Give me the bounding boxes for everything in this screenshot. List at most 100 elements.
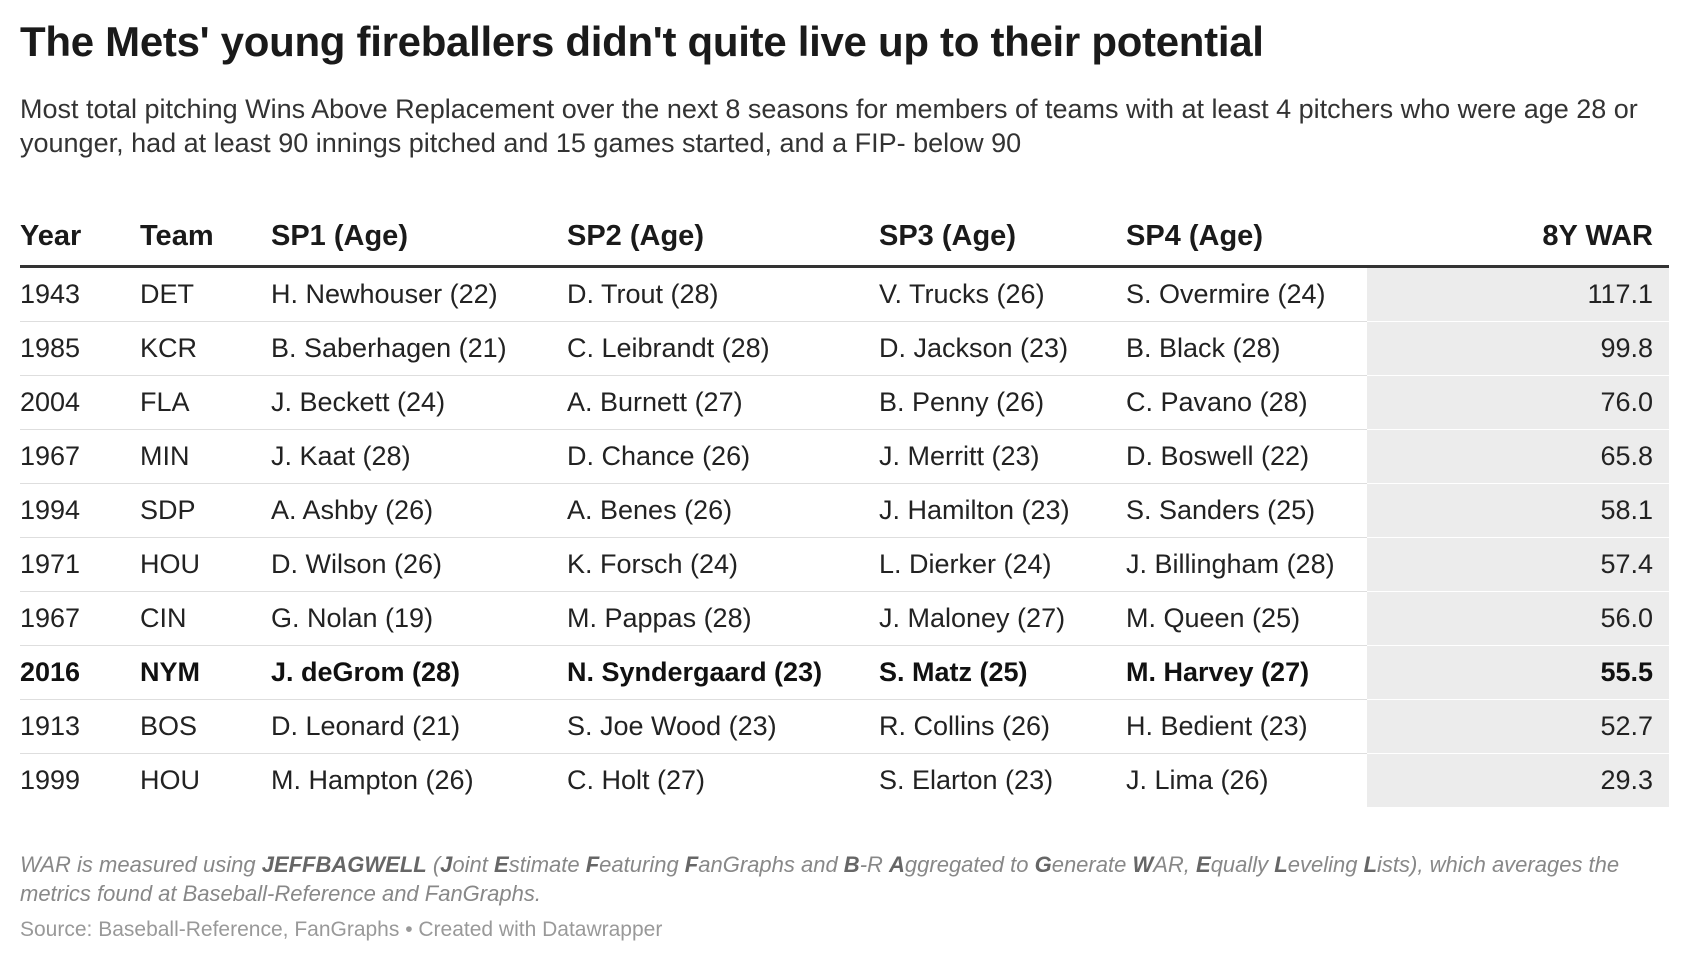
cell-team: HOU	[140, 537, 271, 592]
cell-sp2: K. Forsch (24)	[567, 537, 879, 592]
chart-subtitle: Most total pitching Wins Above Replaceme…	[20, 94, 1638, 158]
cell-year: 1967	[20, 429, 140, 484]
cell-sp2: A. Benes (26)	[567, 483, 879, 538]
cell-sp4: H. Bedient (23)	[1126, 699, 1367, 754]
footnote-emphasis: B	[843, 852, 860, 877]
cell-team: KCR	[140, 321, 271, 376]
footnote-emphasis: E	[494, 852, 509, 877]
cell-sp3: S. Elarton (23)	[879, 765, 1054, 795]
cell-sp4: S. Sanders (25)	[1126, 483, 1367, 538]
column-header-sp3[interactable]: SP3 (Age)	[879, 207, 1126, 268]
cell-sp4: J. Lima (26)	[1126, 765, 1269, 795]
table-row: 2016 NYM J. deGrom (28) N. Syndergaard (23)…	[20, 645, 1669, 700]
cell-year: 1913	[20, 699, 140, 754]
cell-sp2: D. Trout (28)	[567, 266, 879, 322]
footnote: WAR is measured using JEFFBAGWELL (Joint…	[20, 850, 1660, 908]
cell-sp3: L. Dierker (24)	[879, 537, 1126, 592]
footnote-text: ggregated to	[904, 852, 1035, 877]
footnote-text: stimate	[508, 852, 586, 877]
cell-sp3: D. Jackson (23)	[879, 321, 1126, 376]
cell-sp1: B. Saberhagen (21)	[271, 321, 567, 376]
cell-year: 2004	[20, 375, 140, 430]
cell-team: BOS	[140, 699, 271, 754]
cell-sp3: B. Penny (26)	[879, 375, 1126, 430]
cell-sp4: M. Queen (25)	[1126, 591, 1367, 646]
cell-team: NYM	[140, 645, 271, 700]
cell-sp3: J. Maloney (27)	[879, 591, 1126, 646]
cell-sp2: N. Syndergaard (23)	[567, 645, 879, 700]
footnote-emphasis: J	[440, 852, 453, 877]
cell-team: CIN	[140, 591, 271, 646]
cell-sp1: D. Leonard (21)	[271, 699, 567, 754]
cell-sp4: C. Pavano (28)	[1126, 375, 1367, 430]
table-row: 1999 HOU M. Hampton (26) C. Holt (27) S. Ela…	[20, 753, 1669, 807]
column-header-team[interactable]: Team	[140, 207, 271, 268]
footnote-text: oint	[452, 852, 494, 877]
cell-team: MIN	[140, 429, 271, 484]
cell-year: 1999	[20, 765, 81, 795]
column-header-war[interactable]: 8Y WAR	[1367, 207, 1669, 268]
cell-war: 117.1	[1367, 266, 1669, 322]
table-row: 1913 BOS D. Leonard (21) S. Joe Wood (23) R.…	[20, 699, 1669, 754]
column-header-sp2[interactable]: SP2 (Age)	[567, 207, 879, 268]
table-row: 2004 FLA J. Beckett (24) A. Burnett (27) B. …	[20, 375, 1669, 430]
table-row: 1994 SDP A. Ashby (26) A. Benes (26) J. Hami…	[20, 483, 1669, 538]
cell-year: 1943	[20, 266, 140, 322]
cell-sp1: G. Nolan (19)	[271, 591, 567, 646]
cell-sp1: M. Hampton (26)	[271, 765, 474, 795]
footnote-text: ists), which averages the metrics found …	[20, 852, 1620, 906]
footnote-emphasis: F	[684, 852, 699, 877]
cell-war: 29.3	[1367, 753, 1669, 807]
cell-sp4: J. Billingham (28)	[1126, 537, 1367, 592]
footnote-emphasis: L	[1274, 852, 1288, 877]
footnote-text: eveling	[1287, 852, 1364, 877]
cell-sp4: B. Black (28)	[1126, 321, 1367, 376]
table-row: 1967 CIN G. Nolan (19) M. Pappas (28) J. Mal…	[20, 591, 1669, 646]
cell-sp2: A. Burnett (27)	[567, 375, 879, 430]
cell-sp3: J. Hamilton (23)	[879, 483, 1126, 538]
cell-sp4: D. Boswell (22)	[1126, 429, 1367, 484]
cell-war: 55.5	[1367, 645, 1669, 700]
chart-title: The Mets' young fireballers didn't quite…	[20, 18, 1264, 65]
cell-year: 1985	[20, 321, 140, 376]
cell-sp3: V. Trucks (26)	[879, 266, 1126, 322]
cell-sp3: J. Merritt (23)	[879, 429, 1126, 484]
footnote-text: (	[426, 852, 441, 877]
cell-sp4: S. Overmire (24)	[1126, 266, 1367, 322]
footnote-emphasis: F	[585, 852, 600, 877]
cell-team: DET	[140, 266, 271, 322]
cell-year: 1967	[20, 591, 140, 646]
column-header-sp4[interactable]: SP4 (Age)	[1126, 207, 1367, 268]
footnote-text: WAR is measured using	[20, 852, 262, 877]
cell-sp1: J. deGrom (28)	[271, 645, 567, 700]
cell-sp1: A. Ashby (26)	[271, 483, 567, 538]
cell-war: 99.8	[1367, 321, 1669, 376]
column-header-year[interactable]: Year	[20, 207, 140, 268]
cell-year: 1971	[20, 537, 140, 592]
table-row: 1985 KCR B. Saberhagen (21) C. Leibrandt (2…	[20, 321, 1669, 376]
column-header-sp1[interactable]: SP1 (Age)	[271, 207, 567, 268]
cell-year: 1994	[20, 483, 140, 538]
cell-sp3: R. Collins (26)	[879, 699, 1126, 754]
footnote-text: enerate	[1051, 852, 1133, 877]
footnote-emphasis: A	[889, 852, 905, 877]
footnote-emphasis: L	[1363, 852, 1378, 877]
footnote-emphasis: JEFFBAGWELL	[261, 852, 427, 877]
source-line: Source: Baseball-Reference, FanGraphs • …	[20, 918, 663, 941]
cell-war: 65.8	[1367, 429, 1669, 484]
cell-sp1: J. Kaat (28)	[271, 429, 567, 484]
cell-year: 2016	[20, 645, 140, 700]
cell-sp1: D. Wilson (26)	[271, 537, 567, 592]
war-table: Year Team SP1 (Age) SP2 (Age) SP3 (Age) …	[20, 207, 1669, 807]
cell-war: 56.0	[1367, 591, 1669, 646]
cell-sp2: D. Chance (26)	[567, 429, 879, 484]
header-row: Year Team SP1 (Age) SP2 (Age) SP3 (Age) …	[20, 207, 1669, 268]
cell-war: 58.1	[1367, 483, 1669, 538]
cell-sp2: M. Pappas (28)	[567, 591, 879, 646]
cell-sp2: S. Joe Wood (23)	[567, 699, 879, 754]
cell-sp2: C. Leibrandt (28)	[567, 321, 879, 376]
cell-sp4: M. Harvey (27)	[1126, 645, 1367, 700]
footnote-emphasis: W	[1132, 852, 1154, 877]
cell-war: 57.4	[1367, 537, 1669, 592]
